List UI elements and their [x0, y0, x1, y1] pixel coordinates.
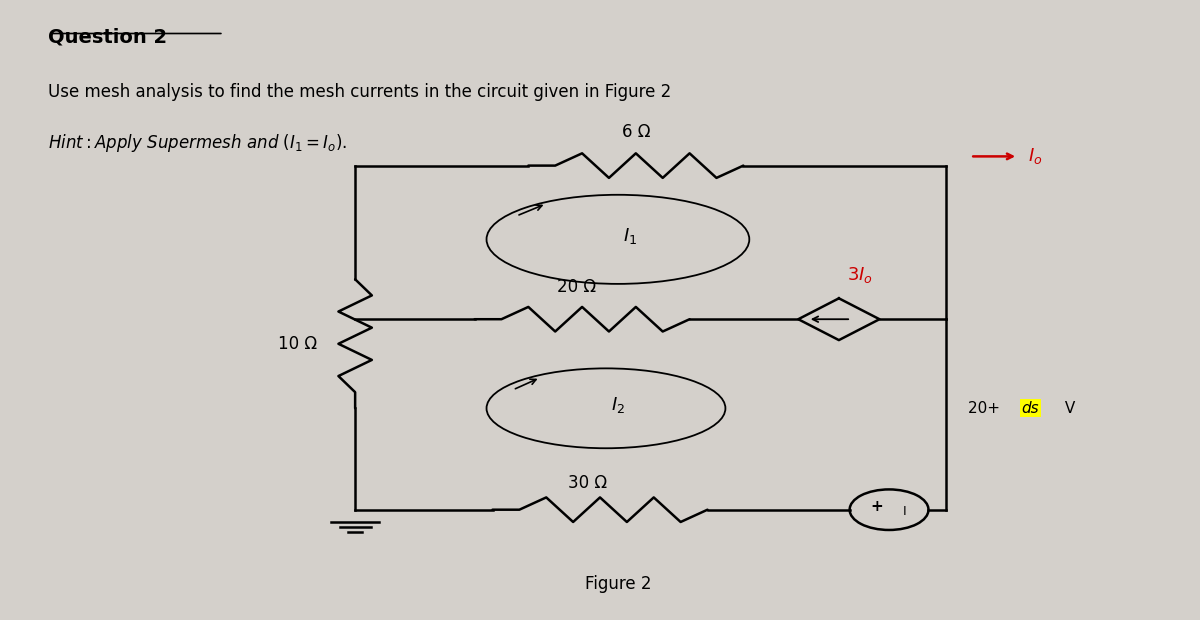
Text: Use mesh analysis to find the mesh currents in the circuit given in Figure 2: Use mesh analysis to find the mesh curre…: [48, 82, 672, 100]
Text: $I_o$: $I_o$: [1027, 146, 1042, 166]
Text: Question 2: Question 2: [48, 27, 167, 46]
Text: V: V: [1060, 401, 1075, 416]
Text: I: I: [902, 505, 906, 518]
Text: 30 Ω: 30 Ω: [569, 474, 607, 492]
Text: ds: ds: [1021, 401, 1039, 416]
Text: 20+: 20+: [968, 401, 1004, 416]
Text: $I_1$: $I_1$: [623, 226, 637, 246]
Text: $\mathit{Hint: Apply\ Supermesh\ and\ (I_1 = I_o).}$: $\mathit{Hint: Apply\ Supermesh\ and\ (I…: [48, 132, 347, 154]
Text: 10 Ω: 10 Ω: [278, 335, 317, 353]
Text: Figure 2: Figure 2: [584, 575, 652, 593]
Text: 6 Ω: 6 Ω: [622, 123, 650, 141]
Text: $I_2$: $I_2$: [611, 395, 625, 415]
Text: $3I_o$: $3I_o$: [847, 265, 874, 285]
Text: +: +: [871, 499, 883, 514]
Text: 20 Ω: 20 Ω: [557, 278, 595, 296]
